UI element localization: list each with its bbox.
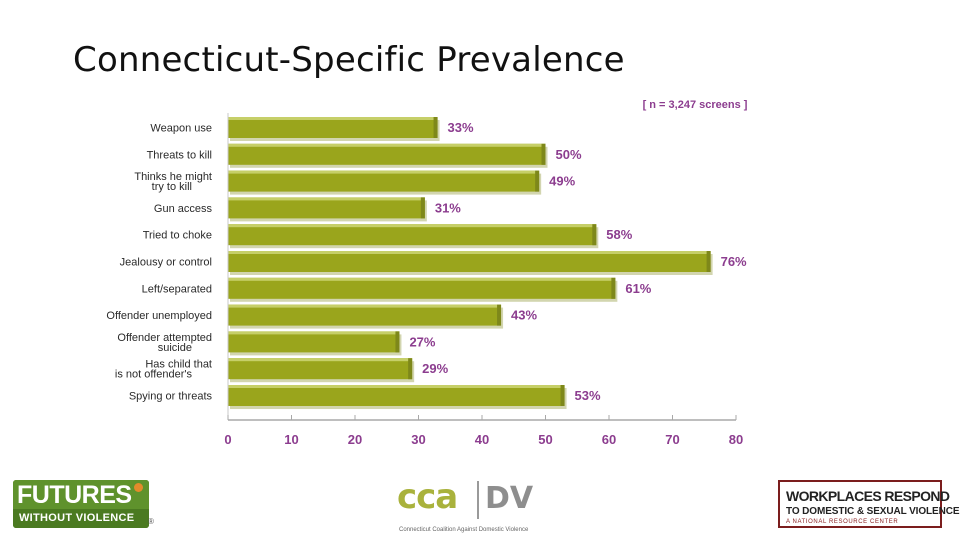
bar-group: 61% Left/separated bbox=[142, 277, 652, 302]
bar bbox=[228, 117, 438, 138]
cca-logo-text: cca bbox=[397, 477, 458, 517]
value-label: 61% bbox=[625, 281, 651, 296]
bar-end bbox=[535, 170, 540, 192]
bar bbox=[228, 224, 597, 246]
bar-highlight bbox=[228, 197, 425, 201]
slide-title: Connecticut-Specific Prevalence bbox=[73, 40, 625, 80]
value-label: 76% bbox=[721, 254, 747, 269]
bar-highlight bbox=[228, 224, 597, 228]
bar bbox=[228, 358, 413, 380]
workplaces-logo-line1: WORKPLACES RESPOND bbox=[786, 488, 950, 504]
futures-logo-line2: WITHOUT VIOLENCE bbox=[13, 509, 149, 528]
bar bbox=[228, 251, 711, 272]
x-tick-label: 80 bbox=[729, 432, 743, 447]
category-label: Spying or threats bbox=[129, 391, 213, 403]
futures-logo-dot-icon bbox=[134, 483, 143, 492]
value-label: 58% bbox=[606, 227, 632, 242]
cca-dv-logo: cca DV Connecticut Coalition Against Dom… bbox=[397, 477, 537, 537]
category-label: is not offender's bbox=[115, 369, 193, 381]
value-label: 49% bbox=[549, 174, 575, 189]
value-label: 27% bbox=[409, 334, 435, 349]
x-tick-label: 60 bbox=[602, 432, 616, 447]
bar-group: 31% Gun access bbox=[154, 197, 461, 222]
value-label: 53% bbox=[575, 388, 601, 403]
bar-group: 76% Jealousy or control bbox=[120, 251, 747, 275]
category-label: Offender attempted bbox=[117, 332, 212, 344]
x-tick-label: 50 bbox=[538, 432, 552, 447]
bar-end bbox=[433, 117, 438, 138]
x-tick-label: 10 bbox=[284, 432, 298, 447]
x-tick-label: 0 bbox=[224, 432, 231, 447]
value-label: 50% bbox=[556, 147, 582, 162]
x-tick-label: 30 bbox=[411, 432, 425, 447]
sample-size-note: [ n = 3,247 screens ] bbox=[643, 99, 748, 111]
bar-end bbox=[420, 197, 425, 219]
bar bbox=[228, 277, 616, 299]
x-tick-label: 40 bbox=[475, 432, 489, 447]
bar bbox=[228, 143, 546, 165]
bar-end bbox=[611, 277, 616, 299]
bar-highlight bbox=[228, 170, 540, 174]
cca-logo-divider bbox=[477, 481, 479, 519]
value-label: 43% bbox=[511, 308, 537, 323]
workplaces-logo-line2: TO DOMESTIC & SEXUAL VIOLENCE bbox=[786, 506, 960, 517]
value-label: 29% bbox=[422, 361, 448, 376]
futures-without-violence-logo: FUTURES WITHOUT VIOLENCE bbox=[13, 480, 149, 528]
bars-layer: 33% Weapon use 50% Threats to kill 49% Thinks… bbox=[106, 117, 747, 409]
bar-group: 50% Threats to kill bbox=[147, 143, 582, 168]
bar-highlight bbox=[228, 358, 413, 362]
x-axis: 0 10 20 30 40 50 60 70 80 bbox=[224, 113, 743, 447]
category-label: Threats to kill bbox=[147, 149, 212, 161]
category-label: Left/separated bbox=[142, 283, 212, 295]
bar-group: 58% Tried to choke bbox=[143, 224, 633, 249]
bar-end bbox=[592, 224, 597, 246]
category-label: Has child that bbox=[145, 359, 212, 371]
bar-end bbox=[395, 331, 400, 353]
bar-end bbox=[497, 304, 502, 326]
category-label: Jealousy or control bbox=[120, 257, 212, 269]
bar-highlight bbox=[228, 385, 565, 388]
bar-end bbox=[706, 251, 711, 272]
category-label: Gun access bbox=[154, 203, 213, 215]
category-label: try to kill bbox=[152, 181, 192, 193]
bar-group: 53% Spying or threats bbox=[129, 385, 601, 409]
dv-logo-text: DV bbox=[485, 481, 534, 516]
category-label: Thinks he might bbox=[134, 171, 212, 183]
bar-end bbox=[408, 358, 413, 380]
value-label: 31% bbox=[435, 200, 461, 215]
bar bbox=[228, 385, 565, 406]
bar-group: 43% Offender unemployed bbox=[106, 304, 538, 329]
bar-highlight bbox=[228, 117, 438, 120]
cca-logo-subtitle: Connecticut Coalition Against Domestic V… bbox=[399, 527, 529, 533]
category-label: Tried to choke bbox=[143, 230, 212, 242]
registered-mark: ® bbox=[148, 517, 154, 526]
bar-chart: [ n = 3,247 screens ] 33% Weapon use 50% Th… bbox=[106, 99, 748, 447]
bar bbox=[228, 197, 425, 219]
workplaces-logo-line3: A NATIONAL RESOURCE CENTER bbox=[786, 519, 899, 525]
bar-end bbox=[541, 143, 546, 165]
bar-highlight bbox=[228, 277, 616, 281]
bar-end bbox=[560, 385, 565, 406]
futures-logo-line1: FUTURES bbox=[13, 480, 149, 509]
bar bbox=[228, 331, 400, 353]
category-label: Offender unemployed bbox=[106, 310, 212, 322]
x-tick-label: 70 bbox=[665, 432, 679, 447]
workplaces-respond-logo: WORKPLACES RESPOND TO DOMESTIC & SEXUAL … bbox=[778, 480, 960, 528]
category-label: suicide bbox=[158, 342, 192, 354]
bar-highlight bbox=[228, 143, 546, 147]
category-label: Weapon use bbox=[150, 123, 212, 135]
bar-group: 33% Weapon use bbox=[150, 117, 474, 141]
bar-highlight bbox=[228, 304, 502, 308]
bar bbox=[228, 304, 502, 326]
x-tick-label: 20 bbox=[348, 432, 362, 447]
bar bbox=[228, 170, 540, 192]
value-label: 33% bbox=[448, 120, 474, 135]
bar-highlight bbox=[228, 331, 400, 335]
bar-highlight bbox=[228, 251, 711, 254]
